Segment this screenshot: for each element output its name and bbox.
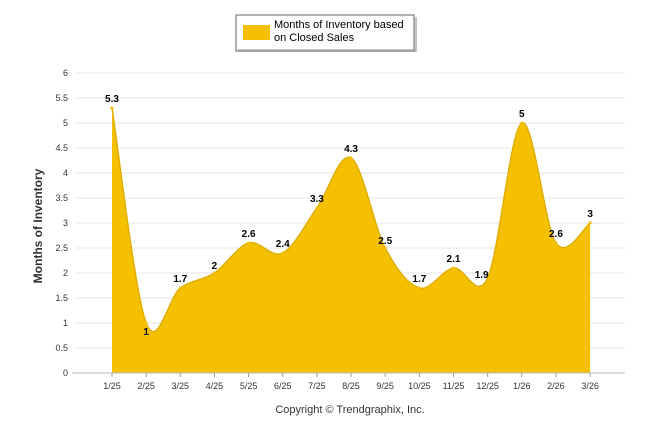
y-axis-title: Months of Inventory — [31, 168, 45, 283]
x-axis-ticks: 1/25 2/25 3/25 4/25 5/25 6/25 7/25 8/25 9/25 10/2… — [103, 373, 599, 391]
y-axis-ticks: 0 0.5 1 1.5 2 2.5 3 3.5 4 4.5 5 5.5 6 — [55, 68, 68, 378]
x-tick-label: 3/26 — [581, 381, 599, 391]
data-point — [247, 241, 251, 245]
x-tick-label: 11/25 — [443, 381, 465, 391]
copyright-footer: Copyright © Trendgraphix, Inc. — [275, 404, 424, 416]
legend-label-line1: Months of Inventory based — [274, 19, 404, 31]
x-tick-label: 4/25 — [206, 381, 224, 391]
legend-swatch — [243, 25, 270, 40]
y-tick-label: 5 — [63, 118, 68, 128]
data-label: 1.7 — [173, 274, 187, 285]
x-tick-label: 7/25 — [308, 381, 326, 391]
legend: Months of Inventory based on Closed Sale… — [235, 14, 417, 52]
data-label: 3.3 — [310, 194, 324, 205]
data-point — [178, 286, 182, 290]
y-tick-label: 2.5 — [55, 243, 68, 253]
y-tick-label: 5.5 — [55, 93, 68, 103]
legend-label-line2: on Closed Sales — [274, 32, 355, 44]
area-series — [111, 107, 591, 373]
data-point — [383, 246, 387, 250]
y-tick-label: 0 — [63, 368, 68, 378]
x-tick-label: 2/26 — [547, 381, 565, 391]
data-label: 1.9 — [475, 270, 489, 281]
data-point — [349, 156, 353, 160]
x-tick-label: 1/26 — [513, 381, 531, 391]
data-label: 2.5 — [378, 236, 392, 247]
data-label: 2 — [212, 261, 218, 272]
data-label: 2.1 — [447, 254, 461, 265]
y-tick-label: 0.5 — [55, 343, 68, 353]
data-label: 3 — [587, 209, 593, 220]
data-points — [110, 106, 592, 325]
data-label: 1 — [143, 327, 149, 338]
data-point — [554, 241, 558, 245]
data-point — [110, 106, 114, 110]
data-labels: 5.3 1 1.7 2 2.6 2.4 3.3 4.3 2.5 1.7 2.1 1.9 5 2.6 3 — [105, 94, 593, 338]
legend-shadow-right — [414, 17, 417, 52]
data-label: 2.6 — [242, 229, 256, 240]
x-tick-label: 6/25 — [274, 381, 292, 391]
data-label: 4.3 — [344, 144, 358, 155]
data-point — [315, 206, 319, 210]
data-label: 2.4 — [276, 239, 290, 250]
data-point — [588, 221, 592, 225]
data-label: 5 — [519, 109, 525, 120]
data-point — [486, 276, 490, 280]
x-tick-label: 5/25 — [240, 381, 258, 391]
data-point — [520, 121, 524, 125]
data-label: 1.7 — [412, 274, 426, 285]
data-label: 2.6 — [549, 229, 563, 240]
x-tick-label: 1/25 — [103, 381, 121, 391]
y-tick-label: 3 — [63, 218, 68, 228]
data-point — [452, 266, 455, 270]
y-tick-label: 6 — [63, 68, 68, 78]
x-tick-label: 12/25 — [476, 381, 499, 391]
y-tick-label: 4 — [63, 168, 68, 178]
legend-shadow — [238, 49, 416, 52]
y-tick-label: 3.5 — [55, 193, 68, 203]
data-point — [212, 271, 216, 275]
y-tick-label: 1 — [63, 318, 68, 328]
data-point — [144, 321, 148, 325]
data-point — [281, 251, 285, 255]
x-tick-label: 10/25 — [408, 381, 431, 391]
area-line — [111, 107, 591, 333]
y-tick-label: 1.5 — [55, 293, 68, 303]
x-tick-label: 3/25 — [172, 381, 190, 391]
x-tick-label: 8/25 — [342, 381, 360, 391]
y-tick-label: 4.5 — [55, 143, 68, 153]
x-tick-label: 9/25 — [376, 381, 394, 391]
area-fill — [112, 108, 591, 373]
y-tick-label: 2 — [63, 268, 68, 278]
data-label: 5.3 — [105, 94, 119, 105]
x-tick-label: 2/25 — [137, 381, 155, 391]
data-point — [417, 286, 421, 290]
